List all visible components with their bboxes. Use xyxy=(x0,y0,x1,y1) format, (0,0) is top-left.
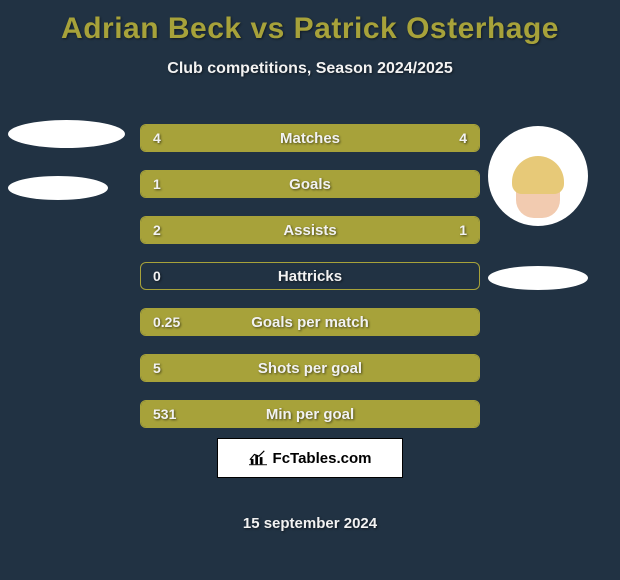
stat-value-right: 4 xyxy=(459,130,467,146)
subtitle: Club competitions, Season 2024/2025 xyxy=(0,60,620,78)
player-right-avatar xyxy=(488,126,588,226)
page-title: Adrian Beck vs Patrick Osterhage xyxy=(0,12,620,46)
stat-name: Goals xyxy=(289,176,331,193)
stat-row: 0 Hattricks xyxy=(140,262,480,290)
player-left-avatar-placeholder xyxy=(8,120,125,148)
stat-value-left: 5 xyxy=(153,360,161,376)
stat-value-left: 1 xyxy=(153,176,161,192)
player-left-team-placeholder xyxy=(8,176,108,200)
brand-chart-icon xyxy=(249,450,267,466)
player-right-team-placeholder xyxy=(488,266,588,290)
stat-value-left: 0 xyxy=(153,268,161,284)
stat-row: 4 Matches 4 xyxy=(140,124,480,152)
stat-value-left: 2 xyxy=(153,222,161,238)
stat-name: Goals per match xyxy=(251,314,369,331)
player-right-panel xyxy=(488,126,588,290)
stat-value-left: 4 xyxy=(153,130,161,146)
stat-row: 5 Shots per goal xyxy=(140,354,480,382)
player2-name: Patrick Osterhage xyxy=(294,12,559,45)
comparison-card: Adrian Beck vs Patrick Osterhage Club co… xyxy=(0,0,620,580)
date-label: 15 september 2024 xyxy=(0,515,620,532)
stat-name: Hattricks xyxy=(278,268,342,285)
player-left-panel xyxy=(8,120,125,200)
player-right-face xyxy=(516,164,560,218)
stat-row: 1 Goals xyxy=(140,170,480,198)
stats-list: 4 Matches 4 1 Goals 2 Assists 1 0 Hattricks 0.25 Go… xyxy=(140,124,480,428)
stat-name: Matches xyxy=(280,130,340,147)
stat-row: 2 Assists 1 xyxy=(140,216,480,244)
stat-name: Shots per goal xyxy=(258,360,362,377)
stat-value-left: 0.25 xyxy=(153,314,180,330)
player-right-hair xyxy=(512,156,564,194)
stat-name: Assists xyxy=(283,222,336,239)
brand-name: FcTables.com xyxy=(273,450,372,467)
stat-value-right: 1 xyxy=(459,222,467,238)
player1-name: Adrian Beck xyxy=(61,12,242,45)
stat-value-left: 531 xyxy=(153,406,176,422)
brand-box[interactable]: FcTables.com xyxy=(217,438,403,478)
stat-row: 531 Min per goal xyxy=(140,400,480,428)
stat-row: 0.25 Goals per match xyxy=(140,308,480,336)
stat-name: Min per goal xyxy=(266,406,354,423)
vs-separator: vs xyxy=(250,12,284,45)
